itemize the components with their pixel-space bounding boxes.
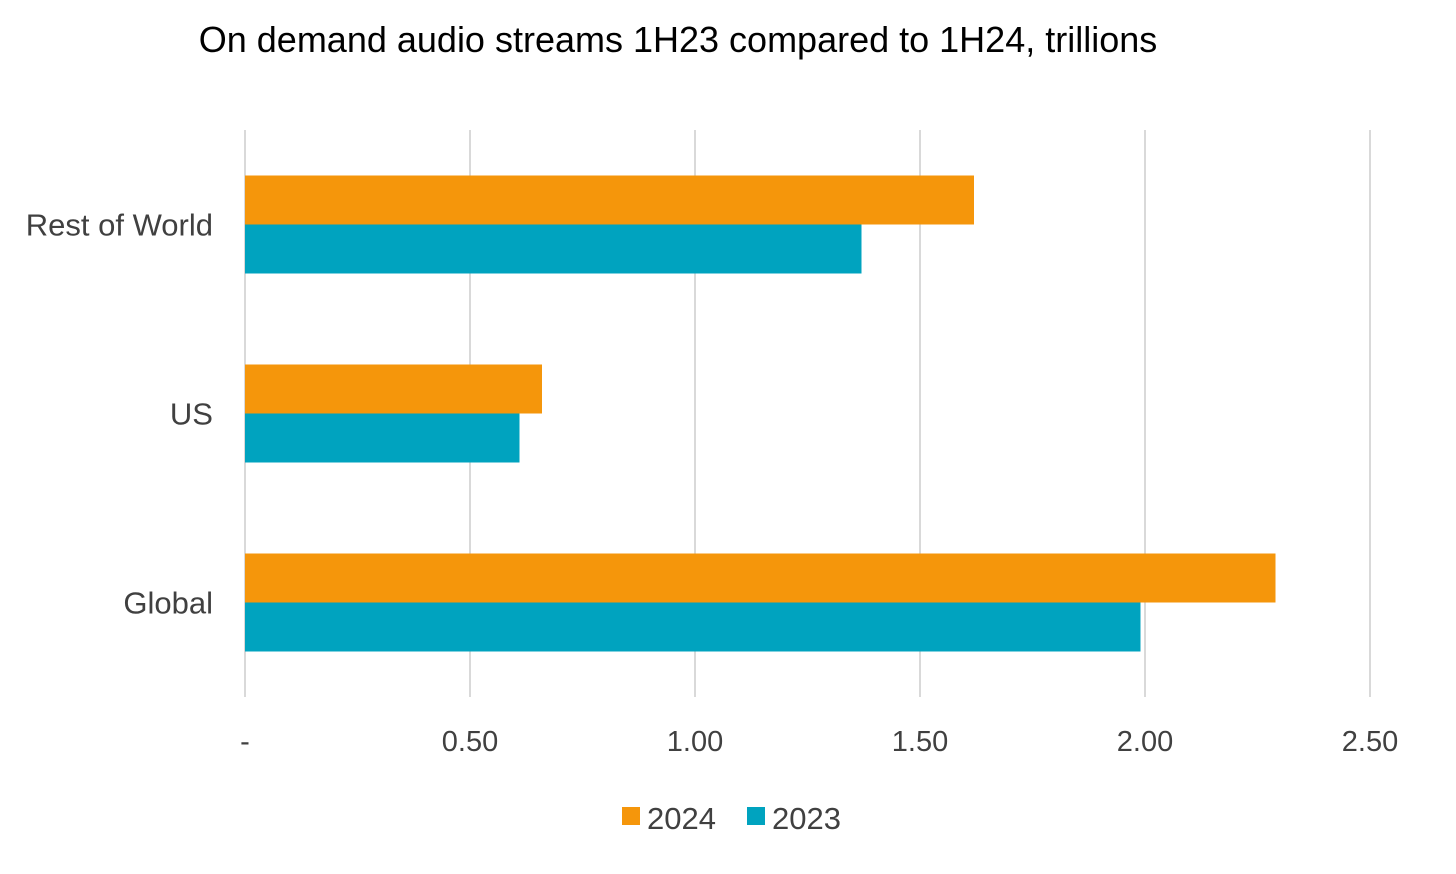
x-tick-label: 1.50 [892,726,948,758]
legend-label-2024: 2024 [647,801,716,836]
category-labels: Rest of World US Global [26,208,213,621]
x-tick-label: 0.50 [442,726,498,758]
legend-swatch-2023 [747,807,765,825]
x-tick-label: - [240,726,250,758]
bars [245,175,1276,652]
legend-swatch-2024 [622,807,640,825]
x-tick-label: 2.50 [1342,726,1398,758]
x-tick-label: 2.00 [1117,726,1173,758]
legend: 2024 2023 [622,801,841,836]
bar-rest-of-world-2023 [245,224,862,274]
category-label: Rest of World [26,208,213,243]
bar-us-2024 [245,364,542,414]
bar-us-2023 [245,413,520,463]
chart-title: On demand audio streams 1H23 compared to… [199,19,1158,60]
category-label: Global [123,586,213,621]
category-label: US [170,397,213,432]
legend-label-2023: 2023 [772,801,841,836]
x-axis-tick-labels: - 0.50 1.00 1.50 2.00 2.50 [240,726,1398,758]
bar-global-2023 [245,602,1141,652]
bar-rest-of-world-2024 [245,175,974,225]
x-tick-label: 1.00 [667,726,723,758]
bar-global-2024 [245,553,1276,603]
